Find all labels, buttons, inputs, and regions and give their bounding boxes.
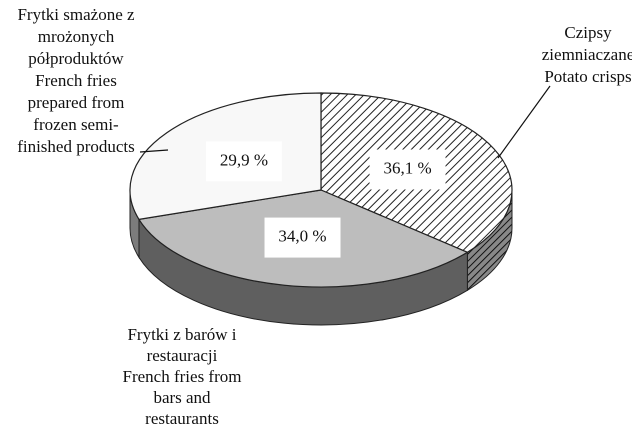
category-label-line: French fries from	[123, 367, 242, 386]
category-label-line: Czipsy	[564, 23, 612, 42]
category-label: Czipsy ziemniaczane Potato crisps	[542, 23, 632, 86]
leader-line	[139, 149, 169, 153]
category-label: Frytki z barów i restauracji French fries …	[123, 325, 242, 428]
labels: 36,1 % 34,0 % 29,9 %	[205, 141, 446, 258]
value-label-box	[264, 217, 341, 258]
category-label-line: finished products	[17, 137, 135, 156]
category-label-line: French fries	[35, 71, 117, 90]
category-label-line: Frytki z barów i	[127, 325, 236, 344]
pie-tops	[129, 92, 513, 288]
category-label-line: ziemniaczane	[542, 45, 632, 64]
category-label-line: restauracji	[147, 346, 218, 365]
category-label-line: półproduktów	[28, 49, 124, 68]
value-label-box	[205, 141, 282, 182]
value-label: 36,1 %	[383, 158, 431, 177]
category-label-line: restaurants	[145, 409, 219, 428]
value-label: 29,9 %	[220, 150, 268, 169]
category-label: Frytki smażone z mrożonych półproduktów Fre…	[17, 5, 135, 156]
category-label-line: frozen semi-	[33, 115, 119, 134]
value-label-box	[369, 149, 446, 190]
leader-line	[497, 85, 551, 159]
category-label-line: mrożonych	[38, 27, 115, 46]
category-label-line: prepared from	[28, 93, 125, 112]
category-label-line: Potato crisps	[544, 67, 631, 86]
category-label-line: bars and	[153, 388, 211, 407]
value-label: 34,0 %	[278, 226, 326, 245]
category-label-line: Frytki smażone z	[17, 5, 135, 24]
